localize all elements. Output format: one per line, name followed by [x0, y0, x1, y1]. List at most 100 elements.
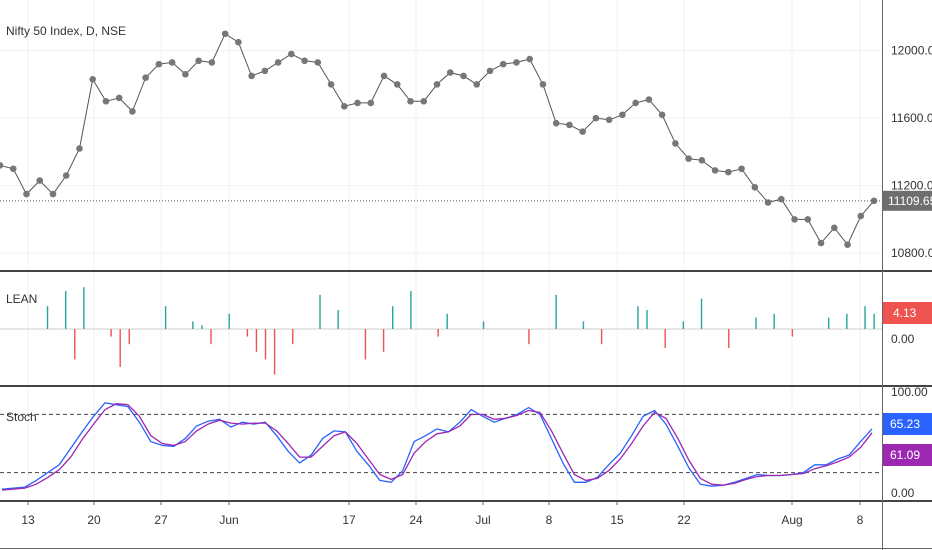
price-point [327, 81, 335, 88]
price-point [168, 59, 176, 66]
price-point [672, 140, 679, 147]
lean-bar [64, 291, 67, 329]
price-point [314, 59, 322, 66]
lean-bar [791, 329, 794, 337]
price-point [751, 184, 759, 191]
price-point [62, 172, 70, 179]
price-point [817, 239, 825, 247]
price-point [49, 190, 57, 198]
lean-bar [83, 287, 85, 329]
price-point [393, 81, 401, 88]
stoch-k-value: 65.23 [890, 417, 920, 431]
stoch-y-tick-top: 100.00 [891, 385, 928, 399]
price-point [804, 216, 812, 223]
lean-bar [755, 317, 757, 329]
stoch-d-tag [883, 444, 932, 466]
price-point [0, 162, 4, 169]
pane-separator [0, 500, 932, 502]
lean-bar [192, 321, 194, 329]
lean-y-tick: 0.00 [891, 332, 915, 346]
x-tick-label: 17 [342, 513, 356, 527]
price-point [433, 81, 441, 88]
x-tick-label: Jul [475, 513, 490, 527]
lean-bar [700, 298, 703, 329]
stoch-pane[interactable]: 65.23 61.09 [0, 402, 932, 491]
lean-last-value: 4.13 [893, 306, 917, 320]
price-point [36, 177, 44, 184]
lean-bar [555, 294, 557, 329]
price-point [182, 70, 189, 78]
price-y-tick: 11200.00 [891, 179, 932, 193]
stoch-k-tag [883, 413, 932, 435]
price-y-tick: 11600.00 [891, 111, 932, 125]
price-point [592, 114, 600, 122]
x-tick-label: 22 [677, 513, 691, 527]
lean-bar [210, 329, 212, 345]
price-point [725, 168, 732, 176]
price-point [76, 145, 83, 152]
price-point [711, 167, 719, 174]
price-point [526, 55, 533, 63]
price-point [778, 195, 785, 203]
price-point [354, 99, 361, 107]
price-pane[interactable]: 11109.65 [0, 30, 932, 248]
price-point [566, 121, 573, 129]
price-title: Nifty 50 Index, D, NSE [6, 24, 126, 38]
x-tick-label: 15 [610, 513, 624, 527]
lean-bar [528, 329, 530, 345]
x-tick-label: 24 [409, 513, 423, 527]
price-point [473, 81, 481, 88]
lean-bar [682, 321, 685, 329]
price-point [341, 103, 348, 110]
x-tick-label: 8 [546, 513, 553, 527]
stoch-y-tick-bottom: 0.00 [891, 486, 915, 500]
price-point [142, 74, 149, 81]
lean-bar [846, 313, 848, 329]
lean-bar [246, 329, 249, 337]
lean-bar [228, 313, 230, 329]
lean-bar [382, 329, 385, 352]
lean-bar [201, 325, 203, 329]
lean-bar [864, 306, 866, 329]
price-point [499, 60, 507, 68]
lean-bar [119, 329, 121, 367]
lean-bar [128, 329, 130, 345]
last-price-value: 11109.65 [888, 194, 932, 208]
lean-bar [827, 317, 830, 329]
pane-separator [0, 385, 932, 387]
lean-bar [364, 329, 367, 360]
lean-bar [264, 329, 267, 360]
price-point [685, 155, 692, 162]
lean-last-tag [883, 302, 932, 324]
price-point [446, 69, 454, 76]
price-point [460, 72, 467, 80]
price-y-tick: 12000.00 [891, 44, 932, 58]
price-point [486, 67, 494, 75]
lean-bar [873, 313, 875, 329]
price-point [367, 99, 375, 107]
lean-pane[interactable]: 4.13 [0, 287, 932, 375]
price-point [155, 60, 163, 68]
lean-title: LEAN [6, 292, 37, 306]
stoch-title: Stoch [6, 410, 37, 424]
price-point [698, 157, 706, 164]
lean-bar [646, 310, 648, 329]
x-tick-label: 20 [87, 513, 101, 527]
price-point [605, 116, 613, 124]
x-tick-label: Jun [219, 513, 238, 527]
price-point [632, 99, 639, 107]
price-point [764, 199, 772, 206]
lean-bar [410, 291, 412, 329]
price-point [89, 76, 96, 83]
price-point [658, 111, 666, 119]
lean-bar [110, 329, 112, 337]
price-point [645, 96, 653, 103]
price-point [102, 97, 110, 105]
x-tick-label: Aug [781, 513, 802, 527]
last-price-tag [883, 190, 932, 211]
price-point [9, 165, 17, 173]
lean-bar [337, 310, 339, 329]
price-point [115, 94, 123, 102]
